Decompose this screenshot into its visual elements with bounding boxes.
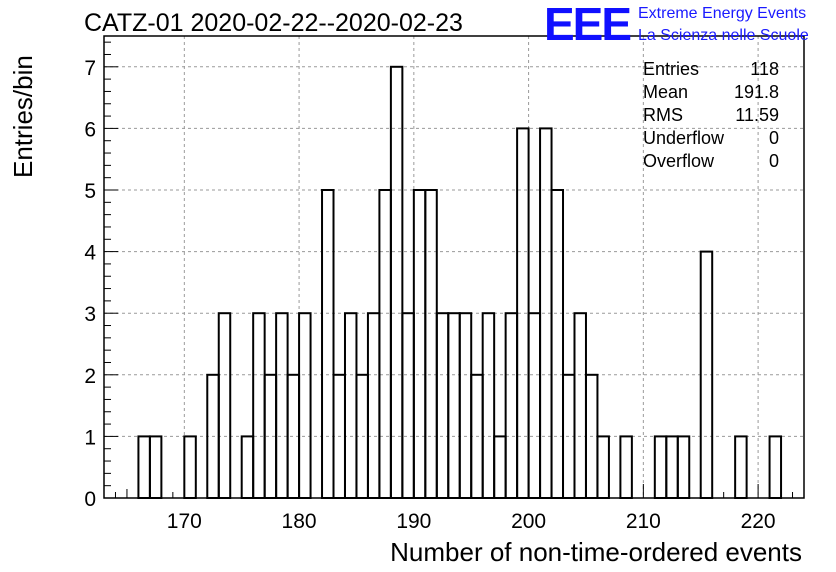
logo-text-line2: La Scienza nelle Scuole <box>638 27 809 44</box>
histogram-bar <box>240 435 255 499</box>
chart-title: CATZ-01 2020-02-22--2020-02-23 <box>84 9 463 37</box>
stat-value: 118 <box>750 59 779 79</box>
stat-label: Entries <box>643 59 700 79</box>
histogram-bar <box>550 189 565 499</box>
histogram-bar <box>481 312 496 500</box>
y-axis-label: Entries/bin <box>8 55 38 178</box>
histogram-bar <box>378 189 392 499</box>
x-tick-label: 180 <box>282 510 317 533</box>
y-tick-label: 0 <box>84 488 96 511</box>
histogram-bar <box>298 312 312 500</box>
histogram-bar <box>653 435 668 499</box>
stat-row-mean: Mean 191.8 <box>643 82 779 105</box>
stat-row-overflow: Overflow 0 <box>643 151 779 174</box>
histogram-bar <box>183 435 197 499</box>
x-tick-label: 190 <box>396 510 431 533</box>
x-tick-label: 170 <box>167 510 202 533</box>
logo-mark: EEE <box>544 0 632 50</box>
histogram-bar <box>321 189 335 499</box>
histogram-bar <box>527 312 542 500</box>
histogram-bar <box>676 435 691 499</box>
stat-label: Underflow <box>643 128 725 148</box>
histogram-bar <box>734 435 748 499</box>
y-tick-label: 4 <box>84 242 96 265</box>
logo-text-line1: Extreme Energy Events <box>638 5 807 22</box>
histogram-bar <box>435 312 450 500</box>
plot-frame <box>103 35 805 499</box>
x-tick-label: 210 <box>626 510 661 533</box>
histogram-bar <box>573 312 587 500</box>
y-tick-label: 7 <box>84 57 96 80</box>
histogram-bar <box>148 435 163 499</box>
histogram-bar <box>424 189 438 499</box>
histogram-bar <box>137 435 151 499</box>
histogram-bar <box>389 65 404 500</box>
y-tick-label: 5 <box>84 180 96 203</box>
x-axis-label: Number of non-time-ordered events <box>390 537 802 567</box>
stats-box: Entries 118 Mean 191.8 RMS 11.59 Underfl… <box>643 59 779 174</box>
histogram-bar <box>768 435 783 499</box>
histogram-bar <box>275 312 289 500</box>
histogram-bar <box>401 312 415 500</box>
x-tick-label: 220 <box>741 510 776 533</box>
stat-value: 0 <box>768 151 779 171</box>
histogram-bar <box>596 435 610 499</box>
histogram-bar <box>458 312 473 500</box>
histogram-bar <box>343 312 358 500</box>
histogram-bar <box>447 312 461 500</box>
y-tick-label: 2 <box>84 365 96 388</box>
x-tick-label: 200 <box>511 510 546 533</box>
stat-value: 191.8 <box>733 82 779 102</box>
y-tick-label: 6 <box>84 118 96 141</box>
histogram-bar <box>412 189 427 499</box>
histogram-bar <box>252 312 266 500</box>
histogram-bar <box>217 312 232 500</box>
eee-logo: EEE Extreme Energy Events La Scienza nel… <box>544 0 834 50</box>
histogram-bar <box>504 312 519 500</box>
stat-row-underflow: Underflow 0 <box>643 128 779 151</box>
stat-value: 0 <box>768 128 779 148</box>
stat-label: Overflow <box>643 151 715 171</box>
y-tick-label: 3 <box>84 303 96 326</box>
stat-row-entries: Entries 118 <box>643 59 779 82</box>
histogram-bar <box>366 312 381 500</box>
histogram-bar <box>493 435 507 499</box>
histogram-bar <box>665 435 679 499</box>
stat-label: Mean <box>643 82 689 102</box>
stat-label: RMS <box>643 105 683 125</box>
stat-row-rms: RMS 11.59 <box>643 105 779 128</box>
y-tick-label: 1 <box>84 426 96 449</box>
histogram-bar <box>619 435 633 499</box>
stat-value: 11.59 <box>735 105 779 125</box>
